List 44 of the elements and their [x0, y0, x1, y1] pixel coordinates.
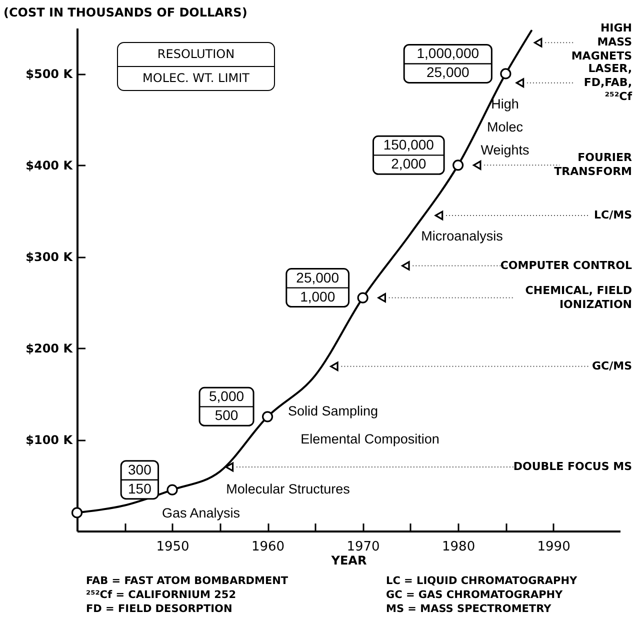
- annotation: DOUBLE FOCUS MS: [513, 460, 632, 473]
- y-axis-title: (COST IN THOUSANDS OF DOLLARS): [4, 6, 248, 20]
- annotation: 5,000 500: [209, 388, 244, 424]
- text: FD = FIELD DESORPTION: [86, 603, 234, 615]
- annotation: GC/MS: [592, 359, 632, 372]
- annotation: 25,000 1,000: [296, 269, 340, 304]
- point: [500, 68, 512, 80]
- annotation: Molecular Structures: [226, 480, 350, 498]
- point: [452, 160, 464, 171]
- x-tick-label: 1960: [251, 540, 285, 554]
- annotation: 150,000 2,000: [383, 136, 434, 172]
- annotation: COMPUTER CONTROL: [500, 258, 632, 272]
- annotation: HIGH MASS MAGNETS: [571, 22, 632, 63]
- annotation: LC/MS: [594, 208, 632, 222]
- x-tick-label: 1970: [346, 540, 380, 554]
- text: ²⁵²Cf = CALIFORNIUM 252: [86, 589, 238, 601]
- annotation: Microanalysis: [421, 228, 503, 246]
- annotation: FOURIER TRANSFORM: [554, 151, 633, 178]
- annotation: Solid Sampling: [288, 402, 378, 420]
- y-tick-label: $200 K: [26, 342, 74, 356]
- text: FAB = FAST ATOM BOMBARDMENT: [86, 575, 290, 587]
- annotation: High Molec Weights: [480, 96, 530, 160]
- y-tick-label: $500 K: [26, 67, 74, 82]
- point: [357, 292, 368, 304]
- annotation: LASER, FD,FAB, ²⁵²Cf: [584, 62, 632, 103]
- y-tick-label: $300 K: [26, 250, 74, 264]
- annotation: 300 150: [128, 461, 152, 496]
- y-tick-label: $400 K: [26, 158, 74, 173]
- text: GC = GAS CHROMATOGRAPHY: [386, 589, 564, 601]
- annotation: 1,000,000 25,000: [416, 45, 480, 80]
- x-axis-title: YEAR: [330, 554, 367, 568]
- y-tick-label: $100 K: [26, 433, 74, 448]
- key-box: RESOLUTION MOLEC. WT. LIMIT: [117, 42, 275, 91]
- x-tick-label: 1950: [156, 540, 190, 554]
- x-tick-label: 1980: [442, 540, 476, 554]
- point: [262, 411, 274, 422]
- text: MS = MASS SPECTROMETRY: [386, 603, 552, 615]
- annotation: Gas Analysis: [162, 504, 240, 522]
- x-tick-label: 1990: [537, 540, 570, 554]
- annotation: CHEMICAL, FIELD IONIZATION: [525, 284, 632, 311]
- text: LC = LIQUID CHROMATOGRAPHY: [386, 575, 578, 587]
- point: [166, 484, 178, 496]
- point: [71, 507, 83, 518]
- annotation: Elemental Composition: [300, 430, 440, 448]
